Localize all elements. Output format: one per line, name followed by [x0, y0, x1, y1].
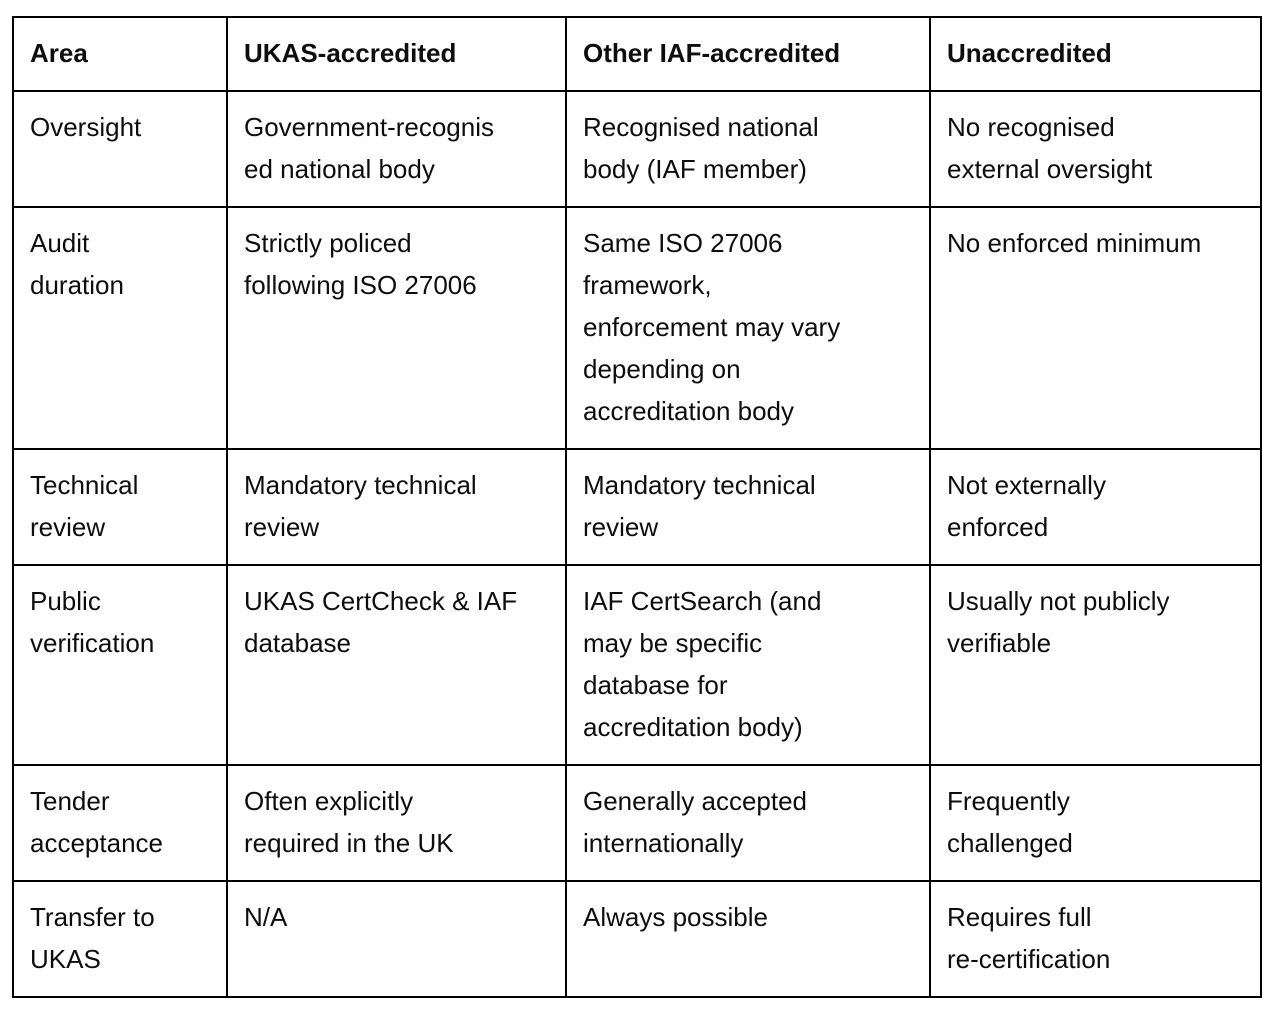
- table-row-transfer-to-ukas: Transfer to UKAS N/A Always possible Req…: [12, 880, 1262, 998]
- table-row-tender-acceptance: Tender acceptance Often explicitly requi…: [12, 764, 1262, 882]
- cell-technical-ukas: Mandatory technical review: [226, 448, 567, 566]
- cell-public-ukas: UKAS CertCheck & IAF database: [226, 564, 567, 766]
- table-row-technical-review: Technical review Mandatory technical rev…: [12, 448, 1262, 566]
- row-label-public-verification: Public verification: [12, 564, 228, 766]
- cell-transfer-iaf: Always possible: [565, 880, 931, 998]
- header-area: Area: [12, 16, 228, 92]
- header-unaccredited: Unaccredited: [929, 16, 1262, 92]
- table-row-audit-duration: Audit duration Strictly policed followin…: [12, 206, 1262, 450]
- row-label-tender-acceptance: Tender acceptance: [12, 764, 228, 882]
- cell-audit-unaccredited: No enforced minimum: [929, 206, 1262, 450]
- cell-oversight-ukas: Government-recognis ed national body: [226, 90, 567, 208]
- cell-tender-unaccredited: Frequently challenged: [929, 764, 1262, 882]
- cell-public-iaf: IAF CertSearch (and may be specific data…: [565, 564, 931, 766]
- table-row-public-verification: Public verification UKAS CertCheck & IAF…: [12, 564, 1262, 766]
- row-label-audit-duration: Audit duration: [12, 206, 228, 450]
- cell-tender-iaf: Generally accepted internationally: [565, 764, 931, 882]
- row-label-technical-review: Technical review: [12, 448, 228, 566]
- accreditation-comparison-table: Area UKAS-accredited Other IAF-accredite…: [12, 16, 1262, 998]
- cell-oversight-unaccredited: No recognised external oversight: [929, 90, 1262, 208]
- header-ukas-accredited: UKAS-accredited: [226, 16, 567, 92]
- page: { "table": { "headers": ["Area", "UKAS-a…: [0, 16, 1278, 1032]
- row-label-oversight: Oversight: [12, 90, 228, 208]
- header-row: Area UKAS-accredited Other IAF-accredite…: [12, 16, 1262, 92]
- cell-transfer-ukas: N/A: [226, 880, 567, 998]
- header-other-iaf-accredited: Other IAF-accredited: [565, 16, 931, 92]
- cell-transfer-unaccredited: Requires full re-certification: [929, 880, 1262, 998]
- row-label-transfer-to-ukas: Transfer to UKAS: [12, 880, 228, 998]
- cell-audit-iaf: Same ISO 27006 framework, enforcement ma…: [565, 206, 931, 450]
- cell-oversight-iaf: Recognised national body (IAF member): [565, 90, 931, 208]
- table-row-oversight: Oversight Government-recognis ed nationa…: [12, 90, 1262, 208]
- cell-tender-ukas: Often explicitly required in the UK: [226, 764, 567, 882]
- cell-public-unaccredited: Usually not publicly verifiable: [929, 564, 1262, 766]
- cell-audit-ukas: Strictly policed following ISO 27006: [226, 206, 567, 450]
- cell-technical-unaccredited: Not externally enforced: [929, 448, 1262, 566]
- cell-technical-iaf: Mandatory technical review: [565, 448, 931, 566]
